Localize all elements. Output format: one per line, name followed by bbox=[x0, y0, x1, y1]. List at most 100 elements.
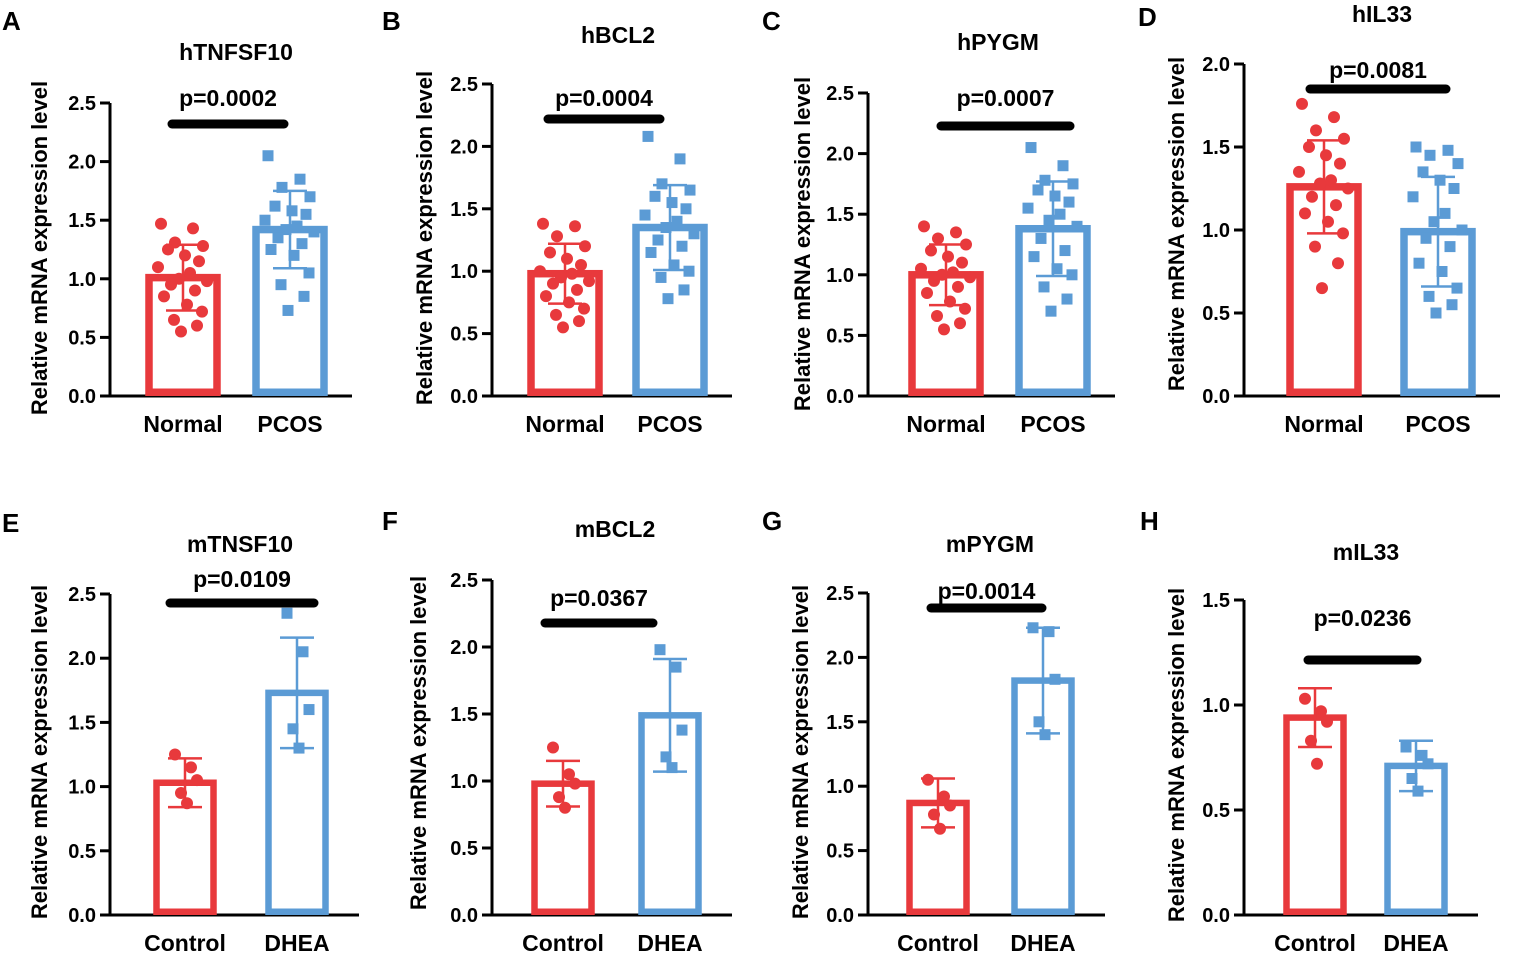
data-point bbox=[950, 226, 962, 239]
data-point bbox=[942, 250, 954, 263]
data-point bbox=[1310, 124, 1322, 137]
x-category-label: PCOS bbox=[257, 411, 322, 437]
data-point bbox=[571, 283, 583, 296]
y-tick-label: 0.5 bbox=[68, 327, 96, 349]
data-point bbox=[688, 228, 700, 240]
data-point bbox=[1311, 757, 1323, 770]
data-point bbox=[1320, 149, 1332, 162]
x-category-label: Control bbox=[144, 930, 226, 954]
data-point bbox=[1412, 785, 1424, 797]
data-point bbox=[1444, 241, 1456, 253]
data-point bbox=[1406, 773, 1418, 784]
p-value-label: p=0.0367 bbox=[550, 585, 648, 611]
y-axis-label: Relative mRNA expression level bbox=[27, 585, 52, 919]
x-category-label: PCOS bbox=[1020, 411, 1085, 437]
data-point bbox=[921, 286, 933, 299]
data-point bbox=[575, 258, 587, 271]
data-point bbox=[281, 607, 293, 619]
data-point bbox=[1446, 299, 1458, 311]
data-point bbox=[300, 208, 312, 220]
data-point bbox=[1293, 165, 1305, 178]
y-tick-label: 1.0 bbox=[450, 261, 478, 283]
data-point bbox=[282, 304, 294, 316]
data-point bbox=[1067, 178, 1079, 190]
x-category-label: Control bbox=[1274, 930, 1356, 954]
data-point bbox=[1059, 245, 1071, 257]
data-point bbox=[656, 178, 668, 190]
y-tick-label: 2.0 bbox=[826, 144, 854, 166]
data-point bbox=[1407, 191, 1419, 203]
y-tick-label: 1.0 bbox=[68, 269, 96, 291]
y-tick-label: 0.0 bbox=[1202, 386, 1230, 408]
panel-letter: D bbox=[1138, 2, 1157, 32]
data-point bbox=[275, 279, 287, 291]
data-point bbox=[540, 290, 552, 303]
data-point bbox=[304, 191, 316, 203]
x-category-label: PCOS bbox=[1405, 411, 1470, 437]
data-point bbox=[654, 644, 666, 656]
x-category-label: Normal bbox=[1284, 411, 1363, 437]
p-value-label: p=0.0109 bbox=[193, 566, 291, 592]
data-point bbox=[563, 768, 575, 781]
data-point bbox=[184, 266, 196, 279]
data-point bbox=[1451, 282, 1463, 294]
chart-title: hTNFSF10 bbox=[179, 39, 293, 65]
data-point bbox=[1325, 174, 1337, 187]
data-point bbox=[193, 255, 205, 268]
data-point bbox=[642, 130, 654, 142]
data-point bbox=[1424, 149, 1436, 161]
data-point bbox=[280, 224, 292, 236]
data-point bbox=[1314, 177, 1326, 190]
data-point bbox=[1051, 263, 1063, 275]
y-tick-label: 0.5 bbox=[1202, 303, 1230, 325]
data-point bbox=[557, 321, 569, 334]
data-point bbox=[179, 249, 191, 262]
y-tick-label: 2.0 bbox=[450, 637, 478, 659]
data-point bbox=[291, 220, 303, 232]
data-point bbox=[1417, 166, 1429, 178]
data-point bbox=[1316, 282, 1328, 295]
y-tick-label: 0.5 bbox=[450, 324, 478, 346]
data-point bbox=[573, 315, 585, 328]
data-point bbox=[185, 761, 197, 774]
data-point bbox=[1332, 257, 1344, 270]
data-point bbox=[1321, 715, 1333, 728]
data-point bbox=[1033, 716, 1045, 728]
data-point bbox=[1043, 214, 1055, 226]
chart-title: mBCL2 bbox=[575, 516, 656, 542]
y-axis-label: Relative mRNA expression level bbox=[27, 81, 52, 415]
data-point bbox=[1428, 216, 1440, 228]
data-point bbox=[956, 256, 968, 269]
y-axis-label: Relative mRNA expression level bbox=[790, 77, 815, 411]
y-tick-label: 1.0 bbox=[826, 776, 854, 798]
data-point bbox=[1025, 142, 1037, 154]
x-category-label: DHEA bbox=[1383, 930, 1448, 954]
data-point bbox=[684, 184, 696, 196]
data-point bbox=[678, 284, 690, 296]
data-point bbox=[272, 232, 284, 244]
data-point bbox=[639, 209, 651, 221]
data-point bbox=[191, 319, 203, 332]
data-point bbox=[1422, 758, 1434, 770]
data-point bbox=[1430, 307, 1442, 319]
data-point bbox=[1423, 290, 1435, 302]
data-point bbox=[1439, 207, 1451, 219]
data-point bbox=[181, 298, 193, 311]
data-point bbox=[1061, 293, 1073, 305]
data-point bbox=[954, 317, 966, 330]
data-point bbox=[1416, 749, 1428, 761]
y-tick-label: 2.5 bbox=[68, 93, 96, 115]
data-point bbox=[1338, 132, 1350, 145]
data-point bbox=[925, 244, 937, 257]
data-point bbox=[944, 295, 956, 308]
x-category-label: DHEA bbox=[637, 930, 702, 954]
data-point bbox=[645, 246, 657, 258]
data-point bbox=[1330, 199, 1342, 212]
data-point bbox=[666, 762, 678, 774]
y-tick-label: 0.0 bbox=[1202, 905, 1230, 927]
data-point bbox=[1043, 626, 1055, 638]
